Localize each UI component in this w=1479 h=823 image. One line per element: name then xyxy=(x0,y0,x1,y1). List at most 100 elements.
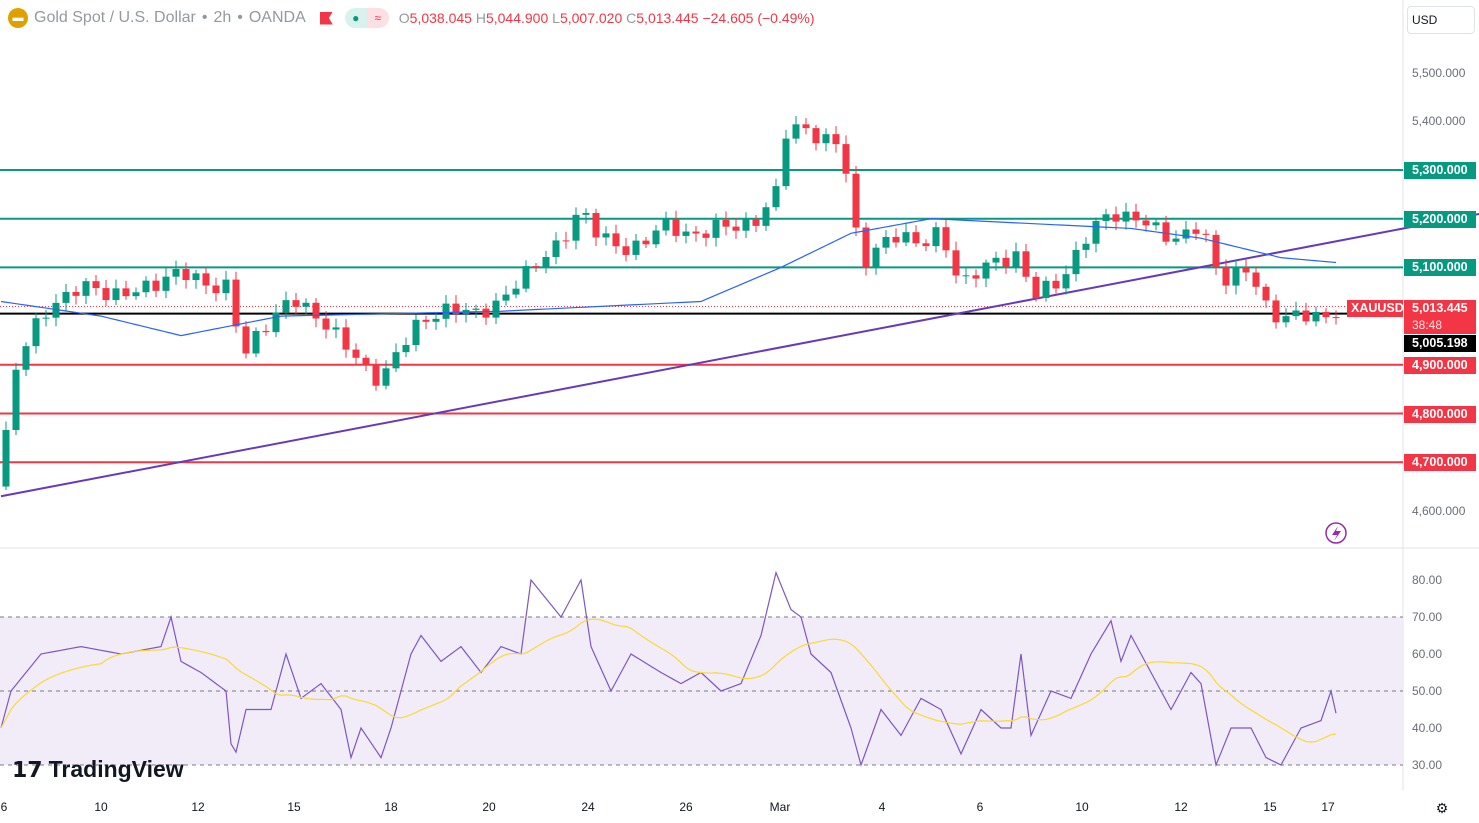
candle-body xyxy=(112,288,120,301)
candle-body xyxy=(1282,316,1290,323)
candle-body xyxy=(632,240,640,255)
alert-lightning-icon xyxy=(1325,522,1347,544)
candle-body xyxy=(1042,280,1050,298)
separator: • xyxy=(237,9,243,26)
candle-body xyxy=(482,308,490,318)
candle-body xyxy=(372,364,380,386)
flag-icon[interactable] xyxy=(319,11,333,25)
candle-body xyxy=(92,281,100,289)
candle-body xyxy=(872,247,880,268)
price-tick-label: 5,400.000 xyxy=(1412,114,1466,129)
time-tick-label: 18 xyxy=(384,800,398,814)
candle-body xyxy=(752,219,760,226)
rsi-tick-label: 60.00 xyxy=(1412,647,1443,661)
candle-body xyxy=(552,240,560,258)
change-value: −24.605 (−0.49%) xyxy=(702,10,815,26)
candle-body xyxy=(772,186,780,208)
time-tick-label: 17 xyxy=(1321,800,1335,814)
tradingview-logo[interactable]: 𝟭𝟳 TradingView xyxy=(12,756,184,783)
level-price-label: 4,900.000 xyxy=(1404,356,1476,374)
candle-body xyxy=(832,134,840,145)
ohlc-values: O5,038.045 H5,044.900 L5,007.020 C5,013.… xyxy=(399,10,815,26)
candle-body xyxy=(192,273,200,281)
candle-body xyxy=(1092,220,1100,244)
close-value: 5,013.445 xyxy=(636,10,699,26)
candle-body xyxy=(662,219,670,231)
candle-body xyxy=(232,279,240,327)
candle-body xyxy=(582,212,590,215)
candle-body xyxy=(762,207,770,226)
high-value: 5,044.900 xyxy=(485,10,549,26)
candle-body xyxy=(432,318,440,322)
candle-body xyxy=(1112,214,1120,222)
candle-body xyxy=(182,268,190,281)
price-tick-label: 5,500.000 xyxy=(1412,65,1466,80)
candle-body xyxy=(172,268,180,277)
candle-body xyxy=(492,300,500,318)
candle-body xyxy=(1262,286,1270,301)
candle-body xyxy=(512,288,520,295)
candle-body xyxy=(32,318,40,347)
candle-body xyxy=(452,303,460,314)
candle-body xyxy=(1192,229,1200,234)
candle-body xyxy=(302,302,310,307)
candle-body xyxy=(42,317,50,319)
exchange: OANDA xyxy=(248,9,306,26)
candle-body xyxy=(1062,274,1070,289)
candle-body xyxy=(702,233,710,238)
candle-body xyxy=(682,231,690,236)
candle-body xyxy=(422,319,430,322)
settings-gear-icon[interactable]: ⚙ xyxy=(1435,800,1449,816)
candle-body xyxy=(652,230,660,245)
candle-body xyxy=(922,243,930,247)
candle-body xyxy=(792,124,800,139)
candle-body xyxy=(852,173,860,228)
candle-body xyxy=(122,288,130,297)
candle-body xyxy=(932,227,940,247)
rsi-ma-line xyxy=(0,618,1337,743)
symbol-price-tag: XAUUSD xyxy=(1347,299,1404,317)
candle-body xyxy=(22,346,30,370)
time-tick-label: 10 xyxy=(1075,800,1089,814)
candle-body xyxy=(142,280,150,293)
candle-body xyxy=(542,257,550,268)
candle-body xyxy=(1252,272,1260,287)
candle-body xyxy=(2,429,10,487)
market-status-pill[interactable]: ● ≈ xyxy=(344,8,389,28)
delayed-data-icon: ≈ xyxy=(366,8,389,28)
time-tick-label: 20 xyxy=(482,800,496,814)
candle-body xyxy=(332,327,340,330)
candle-body xyxy=(1152,222,1160,226)
level-price-label: 4,700.000 xyxy=(1404,454,1476,472)
candle-body xyxy=(12,369,20,430)
currency-selector[interactable]: USD xyxy=(1407,6,1475,34)
candle-body xyxy=(1322,311,1330,318)
candle-body xyxy=(342,327,350,350)
candle-body xyxy=(722,219,730,227)
candle-body xyxy=(1132,211,1140,221)
rsi-tick-label: 70.00 xyxy=(1412,610,1443,624)
candle-body xyxy=(892,236,900,243)
time-tick-label: 6 xyxy=(976,800,984,814)
candle-body xyxy=(242,326,250,354)
candle-body xyxy=(732,226,740,231)
symbol-title[interactable]: Gold Spot / U.S. Dollar xyxy=(34,9,196,26)
candle-body xyxy=(1052,280,1060,289)
interval[interactable]: 2h xyxy=(213,9,232,26)
candle-body xyxy=(572,214,580,241)
candle-body xyxy=(262,330,270,333)
candle-body xyxy=(1012,251,1020,267)
brand-name: TradingView xyxy=(48,756,184,782)
candle-body xyxy=(1122,211,1130,222)
separator: • xyxy=(201,9,208,26)
rsi-line xyxy=(0,570,1337,768)
lightning-glyph xyxy=(1332,526,1341,541)
candle-body xyxy=(1332,317,1340,319)
close-label: C xyxy=(626,10,637,26)
candle-body xyxy=(412,319,420,346)
candle-body xyxy=(322,318,330,330)
candle-body xyxy=(312,302,320,319)
gold-symbol-icon: ▬ xyxy=(8,8,28,28)
candle-body xyxy=(1292,310,1300,317)
